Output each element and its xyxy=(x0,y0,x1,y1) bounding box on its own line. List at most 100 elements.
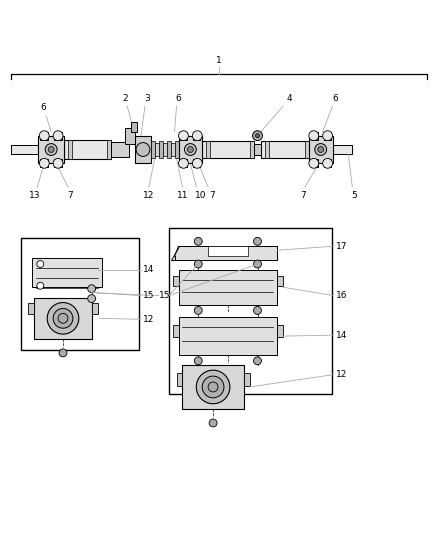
Bar xyxy=(68,140,72,159)
Bar xyxy=(40,132,48,140)
Bar xyxy=(169,229,332,394)
Text: 15: 15 xyxy=(159,291,170,300)
Bar xyxy=(11,144,38,155)
Bar xyxy=(180,132,187,140)
Text: 10: 10 xyxy=(194,191,206,200)
Ellipse shape xyxy=(39,158,49,168)
Ellipse shape xyxy=(88,295,95,303)
Ellipse shape xyxy=(196,370,230,403)
Ellipse shape xyxy=(136,143,150,156)
Bar xyxy=(175,141,179,158)
Bar xyxy=(183,365,244,409)
Polygon shape xyxy=(179,270,277,304)
Bar xyxy=(250,141,254,158)
Ellipse shape xyxy=(315,143,327,156)
Bar xyxy=(21,238,139,350)
Ellipse shape xyxy=(254,260,261,268)
Ellipse shape xyxy=(253,131,262,141)
Text: 17: 17 xyxy=(336,242,347,251)
Ellipse shape xyxy=(194,237,202,245)
Text: 7: 7 xyxy=(209,191,215,200)
Text: 16: 16 xyxy=(336,291,347,300)
Text: 6: 6 xyxy=(332,94,339,103)
Bar xyxy=(159,141,163,158)
Ellipse shape xyxy=(323,158,332,168)
Bar xyxy=(155,143,159,156)
Bar xyxy=(34,297,92,339)
Text: 14: 14 xyxy=(143,265,154,274)
Bar xyxy=(309,136,332,163)
Ellipse shape xyxy=(254,306,261,314)
Text: 4: 4 xyxy=(286,94,292,103)
Text: 6: 6 xyxy=(40,103,46,112)
Bar xyxy=(324,159,331,167)
Ellipse shape xyxy=(179,131,188,141)
Text: 7: 7 xyxy=(300,191,306,200)
Bar xyxy=(311,132,318,140)
Bar xyxy=(177,373,183,386)
Ellipse shape xyxy=(47,303,79,334)
Polygon shape xyxy=(179,317,277,355)
Bar xyxy=(40,159,48,167)
Ellipse shape xyxy=(179,158,188,168)
Text: 11: 11 xyxy=(177,191,188,200)
Ellipse shape xyxy=(187,147,193,152)
Bar xyxy=(163,143,167,156)
Ellipse shape xyxy=(53,131,63,141)
Bar xyxy=(131,122,137,132)
Bar xyxy=(125,128,135,143)
Bar xyxy=(332,144,352,155)
Ellipse shape xyxy=(255,134,259,138)
Bar xyxy=(173,276,179,286)
Ellipse shape xyxy=(58,313,68,324)
Bar xyxy=(305,141,309,158)
Ellipse shape xyxy=(202,376,224,398)
Ellipse shape xyxy=(45,143,57,156)
Text: 12: 12 xyxy=(143,315,154,324)
Ellipse shape xyxy=(192,131,202,141)
Bar xyxy=(244,373,250,386)
Text: 12: 12 xyxy=(143,191,155,200)
Ellipse shape xyxy=(194,357,202,365)
Text: 1: 1 xyxy=(216,55,222,64)
Ellipse shape xyxy=(309,131,319,141)
Bar xyxy=(38,136,64,163)
Text: 5: 5 xyxy=(351,191,357,200)
Text: 13: 13 xyxy=(28,191,40,200)
Ellipse shape xyxy=(48,147,54,152)
Bar xyxy=(277,325,283,337)
Ellipse shape xyxy=(39,131,49,141)
Ellipse shape xyxy=(88,285,95,293)
Bar xyxy=(111,142,129,157)
Polygon shape xyxy=(32,258,102,287)
Polygon shape xyxy=(171,246,277,260)
Bar xyxy=(167,141,171,158)
Ellipse shape xyxy=(59,349,67,357)
Ellipse shape xyxy=(53,158,63,168)
Ellipse shape xyxy=(254,357,261,365)
Ellipse shape xyxy=(209,419,217,427)
Ellipse shape xyxy=(318,147,324,152)
Bar xyxy=(202,141,254,158)
Bar xyxy=(265,141,269,158)
Ellipse shape xyxy=(194,306,202,314)
Ellipse shape xyxy=(37,261,44,268)
Bar xyxy=(324,132,331,140)
Polygon shape xyxy=(208,246,247,256)
Ellipse shape xyxy=(309,158,319,168)
Ellipse shape xyxy=(208,382,218,392)
Bar xyxy=(54,159,62,167)
Text: 12: 12 xyxy=(336,370,347,379)
Ellipse shape xyxy=(184,143,196,156)
Bar xyxy=(193,132,200,140)
Bar xyxy=(254,143,261,156)
Text: 2: 2 xyxy=(122,94,128,103)
Bar xyxy=(135,136,151,163)
Bar xyxy=(92,303,98,314)
Bar xyxy=(54,132,62,140)
Bar xyxy=(171,143,175,156)
Bar xyxy=(311,159,318,167)
Text: 6: 6 xyxy=(176,94,181,103)
Bar xyxy=(179,136,202,163)
Bar xyxy=(28,303,34,314)
